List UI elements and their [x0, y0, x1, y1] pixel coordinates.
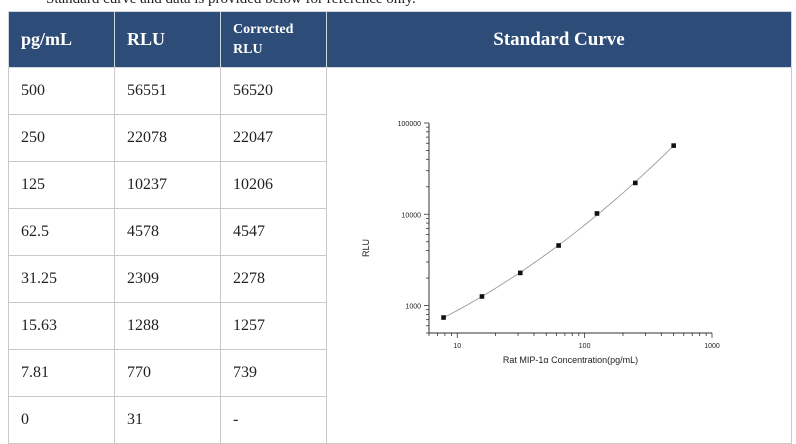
cell-corrected: 10206	[220, 161, 327, 209]
fit-curve-line	[440, 144, 676, 320]
cell-corrected: 739	[220, 349, 327, 397]
cell-rlu: 1288	[114, 302, 221, 350]
table-row: 15.63 1288 1257	[8, 302, 792, 350]
cell-corrected: 4547	[220, 208, 327, 256]
standard-curve-chart: 1000 10000 100000 10 100 1000 Rat MIP-1α Conce…	[361, 121, 720, 365]
header-standard-curve: Standard Curve	[326, 11, 792, 68]
data-point	[479, 294, 485, 299]
cell-conc: 0	[8, 396, 115, 444]
data-point	[633, 180, 638, 186]
cell-conc: 500	[8, 67, 115, 115]
header-corrected-rlu: Corrected RLU	[220, 11, 327, 68]
header-corrected-line1: Corrected	[233, 21, 294, 37]
cell-conc: 7.81	[8, 349, 115, 397]
caption-text: Standard curve and data is provided belo…	[46, 0, 416, 8]
cell-conc: 31.25	[8, 255, 115, 303]
cell-rlu: 31	[114, 396, 221, 444]
cell-rlu: 770	[114, 349, 221, 397]
cell-corrected: 22047	[220, 114, 327, 162]
data-point	[594, 211, 600, 216]
x-axis-label: Rat MIP-1α Concentration(pg/mL)	[503, 355, 638, 365]
data-point	[441, 315, 446, 320]
table-row: 125 10237 10206	[8, 161, 792, 209]
cell-corrected: 56520	[220, 67, 327, 115]
table-header-row: pg/mL RLU Corrected RLU Standard Curve	[8, 11, 792, 68]
y-tick-label: 100000	[398, 121, 421, 128]
cell-rlu: 2309	[114, 255, 221, 303]
x-tick-label: 100	[579, 343, 591, 350]
cell-conc: 62.5	[8, 208, 115, 256]
data-point	[517, 270, 523, 276]
y-axis-label: RLU	[361, 239, 371, 257]
table-row: 31.25 2309 2278	[8, 255, 792, 303]
cell-rlu: 4578	[114, 208, 221, 256]
table-row: 0 31 -	[8, 396, 792, 444]
cell-rlu: 10237	[114, 161, 221, 209]
table-row: 7.81 770 739	[8, 349, 792, 397]
cell-rlu: 56551	[114, 67, 221, 115]
cell-conc: 125	[8, 161, 115, 209]
y-tick-label: 10000	[402, 212, 422, 219]
cell-corrected: 1257	[220, 302, 327, 350]
cell-conc: 15.63	[8, 302, 115, 350]
table-row: 62.5 4578 4547	[8, 208, 792, 256]
cell-corrected: -	[220, 396, 327, 444]
y-tick-label: 1000	[405, 304, 421, 311]
cell-rlu: 22078	[114, 114, 221, 162]
header-concentration: pg/mL	[8, 11, 115, 68]
table-row: 500 56551 56520 1000 10000 100000 10 100 1000…	[8, 67, 792, 444]
standard-curve-table: pg/mL RLU Corrected RLU Standard Curve 5…	[8, 11, 792, 444]
table-row: 250 22078 22047	[8, 114, 792, 162]
x-tick-label: 1000	[704, 343, 720, 350]
cell-conc: 250	[8, 114, 115, 162]
data-point	[671, 143, 676, 148]
chart-cell: 1000 10000 100000 10 100 1000 Rat MIP-1α Conce…	[326, 67, 792, 444]
header-rlu: RLU	[114, 11, 221, 68]
header-corrected-line2: RLU	[233, 41, 263, 57]
data-point	[556, 243, 561, 248]
cell-corrected: 2278	[220, 255, 327, 303]
x-tick-label: 10	[453, 343, 461, 350]
